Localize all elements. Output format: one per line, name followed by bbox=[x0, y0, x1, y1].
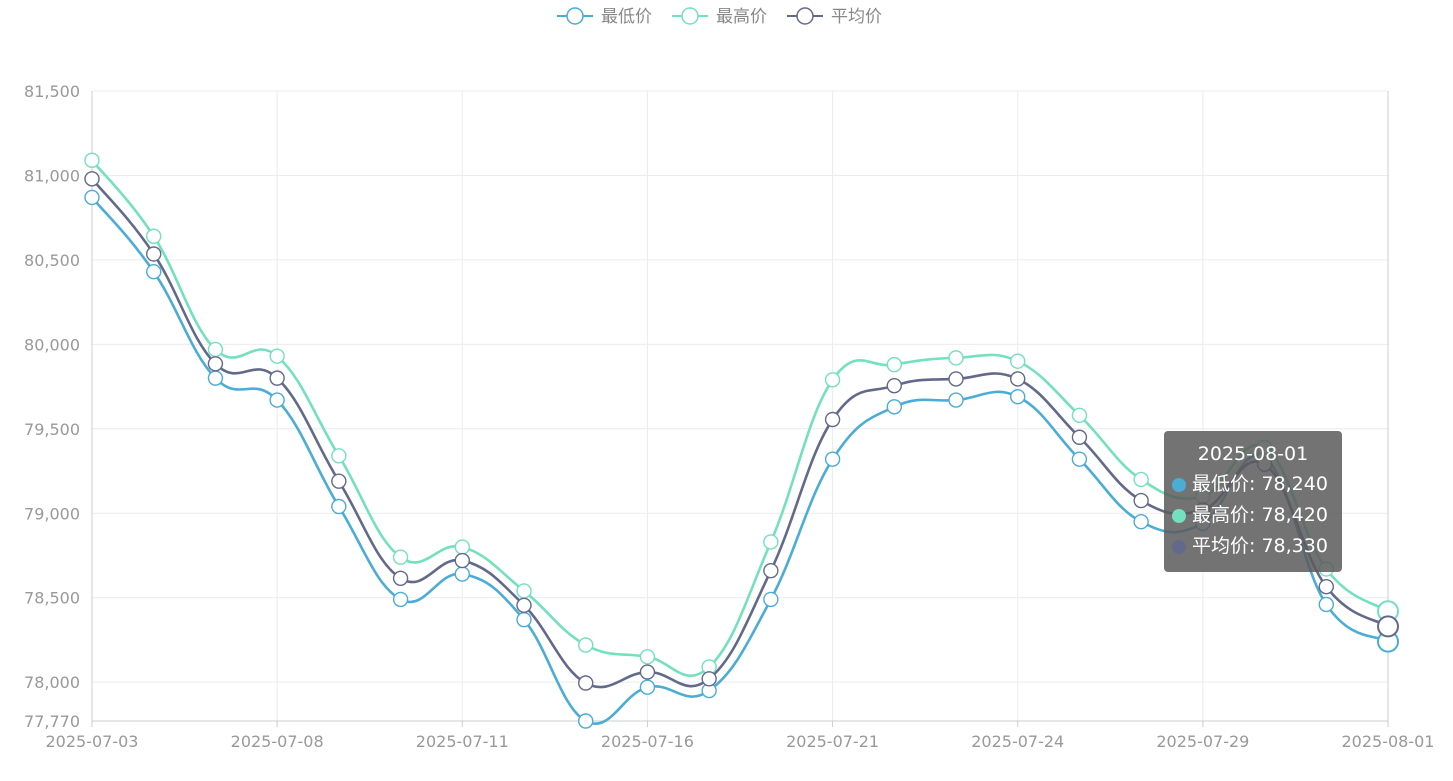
y-tick-label: 80,000 bbox=[24, 335, 80, 354]
legend-label: 最高价 bbox=[716, 7, 767, 27]
data-point bbox=[146, 228, 162, 244]
series-line-1 bbox=[90, 159, 1389, 678]
tooltip-avg-label: 平均价: 78,330 bbox=[1192, 535, 1328, 557]
data-point bbox=[84, 152, 100, 168]
data-point bbox=[331, 473, 347, 489]
data-point bbox=[516, 597, 532, 614]
data-point bbox=[639, 679, 656, 695]
data-point bbox=[269, 370, 285, 386]
data-point bbox=[948, 350, 964, 366]
tooltip-row-low: 最低价: 78,240 bbox=[1172, 469, 1334, 500]
data-point bbox=[1010, 371, 1026, 387]
data-point bbox=[146, 264, 162, 280]
data-point bbox=[1010, 389, 1026, 405]
data-point bbox=[1318, 579, 1334, 595]
tooltip: 2025-08-01 最低价: 78,240 最高价: 78,420 平均价: … bbox=[1164, 431, 1342, 572]
data-point bbox=[886, 356, 902, 373]
x-tick-label: 2025-07-08 bbox=[231, 732, 324, 751]
legend: 最低价 最高价 平均价 bbox=[557, 7, 882, 27]
data-point bbox=[824, 372, 841, 388]
data-point bbox=[454, 552, 470, 569]
data-point bbox=[454, 539, 470, 555]
data-point bbox=[824, 451, 841, 467]
data-point bbox=[1071, 429, 1088, 445]
x-tick-label: 2025-07-21 bbox=[786, 732, 879, 751]
data-point bbox=[639, 664, 656, 680]
data-point bbox=[886, 399, 902, 415]
data-point bbox=[886, 378, 902, 394]
data-point bbox=[84, 171, 100, 187]
data-point bbox=[1133, 471, 1149, 488]
data-point bbox=[331, 498, 347, 515]
data-point bbox=[1318, 596, 1334, 613]
axes: 77,770 78,000 78,500 79,000 79,500 80,000 80,5… bbox=[24, 82, 1434, 751]
data-point bbox=[578, 637, 594, 653]
legend-marker-icon bbox=[566, 7, 584, 25]
data-point bbox=[392, 591, 409, 608]
data-point bbox=[1377, 615, 1399, 638]
tooltip-avg-dot-icon bbox=[1172, 539, 1186, 554]
x-tick-label: 2025-07-16 bbox=[601, 732, 694, 751]
y-tick-label: 81,500 bbox=[24, 82, 80, 101]
tooltip-row-high: 最高价: 78,420 bbox=[1172, 500, 1334, 531]
x-tick-label: 2025-07-24 bbox=[971, 732, 1064, 751]
data-point bbox=[763, 591, 779, 608]
data-point bbox=[1133, 492, 1149, 509]
tooltip-row-avg: 平均价: 78,330 bbox=[1172, 531, 1334, 562]
data-point bbox=[269, 392, 285, 408]
data-point bbox=[948, 392, 964, 408]
legend-marker-icon bbox=[681, 7, 699, 25]
tooltip-low-dot-icon bbox=[1172, 477, 1186, 492]
data-point bbox=[763, 534, 779, 550]
y-tick-label: 77,770 bbox=[24, 712, 80, 731]
data-point bbox=[516, 583, 532, 599]
data-point bbox=[578, 675, 594, 691]
tooltip-title: 2025-08-01 bbox=[1197, 443, 1309, 465]
data-point bbox=[331, 448, 347, 464]
data-point bbox=[146, 246, 162, 262]
data-point bbox=[639, 649, 656, 665]
tooltip-high-label: 最高价: 78,420 bbox=[1192, 504, 1328, 526]
y-tick-label: 80,500 bbox=[24, 251, 80, 270]
data-point bbox=[516, 611, 532, 628]
data-point bbox=[84, 189, 100, 206]
data-point bbox=[207, 370, 224, 386]
y-tick-label: 79,000 bbox=[24, 504, 80, 523]
y-tick-label: 79,500 bbox=[24, 420, 80, 439]
tooltip-low-label: 最低价: 78,240 bbox=[1192, 473, 1328, 495]
data-point bbox=[392, 570, 409, 586]
data-point bbox=[269, 348, 285, 364]
x-tick-label: 2025-08-01 bbox=[1342, 732, 1435, 751]
data-point bbox=[207, 356, 224, 372]
data-point bbox=[1133, 513, 1149, 530]
grid bbox=[91, 90, 1389, 722]
x-tick-label: 2025-07-29 bbox=[1156, 732, 1249, 751]
data-point bbox=[701, 671, 717, 687]
tooltip-high-dot-icon bbox=[1172, 508, 1186, 523]
y-tick-label: 78,500 bbox=[24, 589, 80, 608]
y-tick-label: 81,000 bbox=[24, 166, 80, 185]
legend-marker-icon bbox=[796, 7, 814, 25]
x-tick-label: 2025-07-11 bbox=[416, 732, 509, 751]
legend-label: 最低价 bbox=[601, 7, 652, 27]
y-tick-label: 78,000 bbox=[24, 673, 80, 692]
data-point bbox=[824, 411, 841, 428]
legend-label: 平均价 bbox=[831, 7, 882, 27]
x-tick-label: 2025-07-03 bbox=[46, 732, 139, 751]
data-point bbox=[392, 549, 409, 565]
data-point bbox=[454, 566, 470, 582]
data-point bbox=[763, 562, 779, 579]
data-point bbox=[1010, 353, 1026, 369]
data-point bbox=[948, 371, 964, 387]
data-point bbox=[207, 341, 224, 358]
data-point bbox=[1071, 451, 1088, 467]
data-point bbox=[578, 713, 594, 729]
data-point bbox=[1071, 407, 1088, 423]
